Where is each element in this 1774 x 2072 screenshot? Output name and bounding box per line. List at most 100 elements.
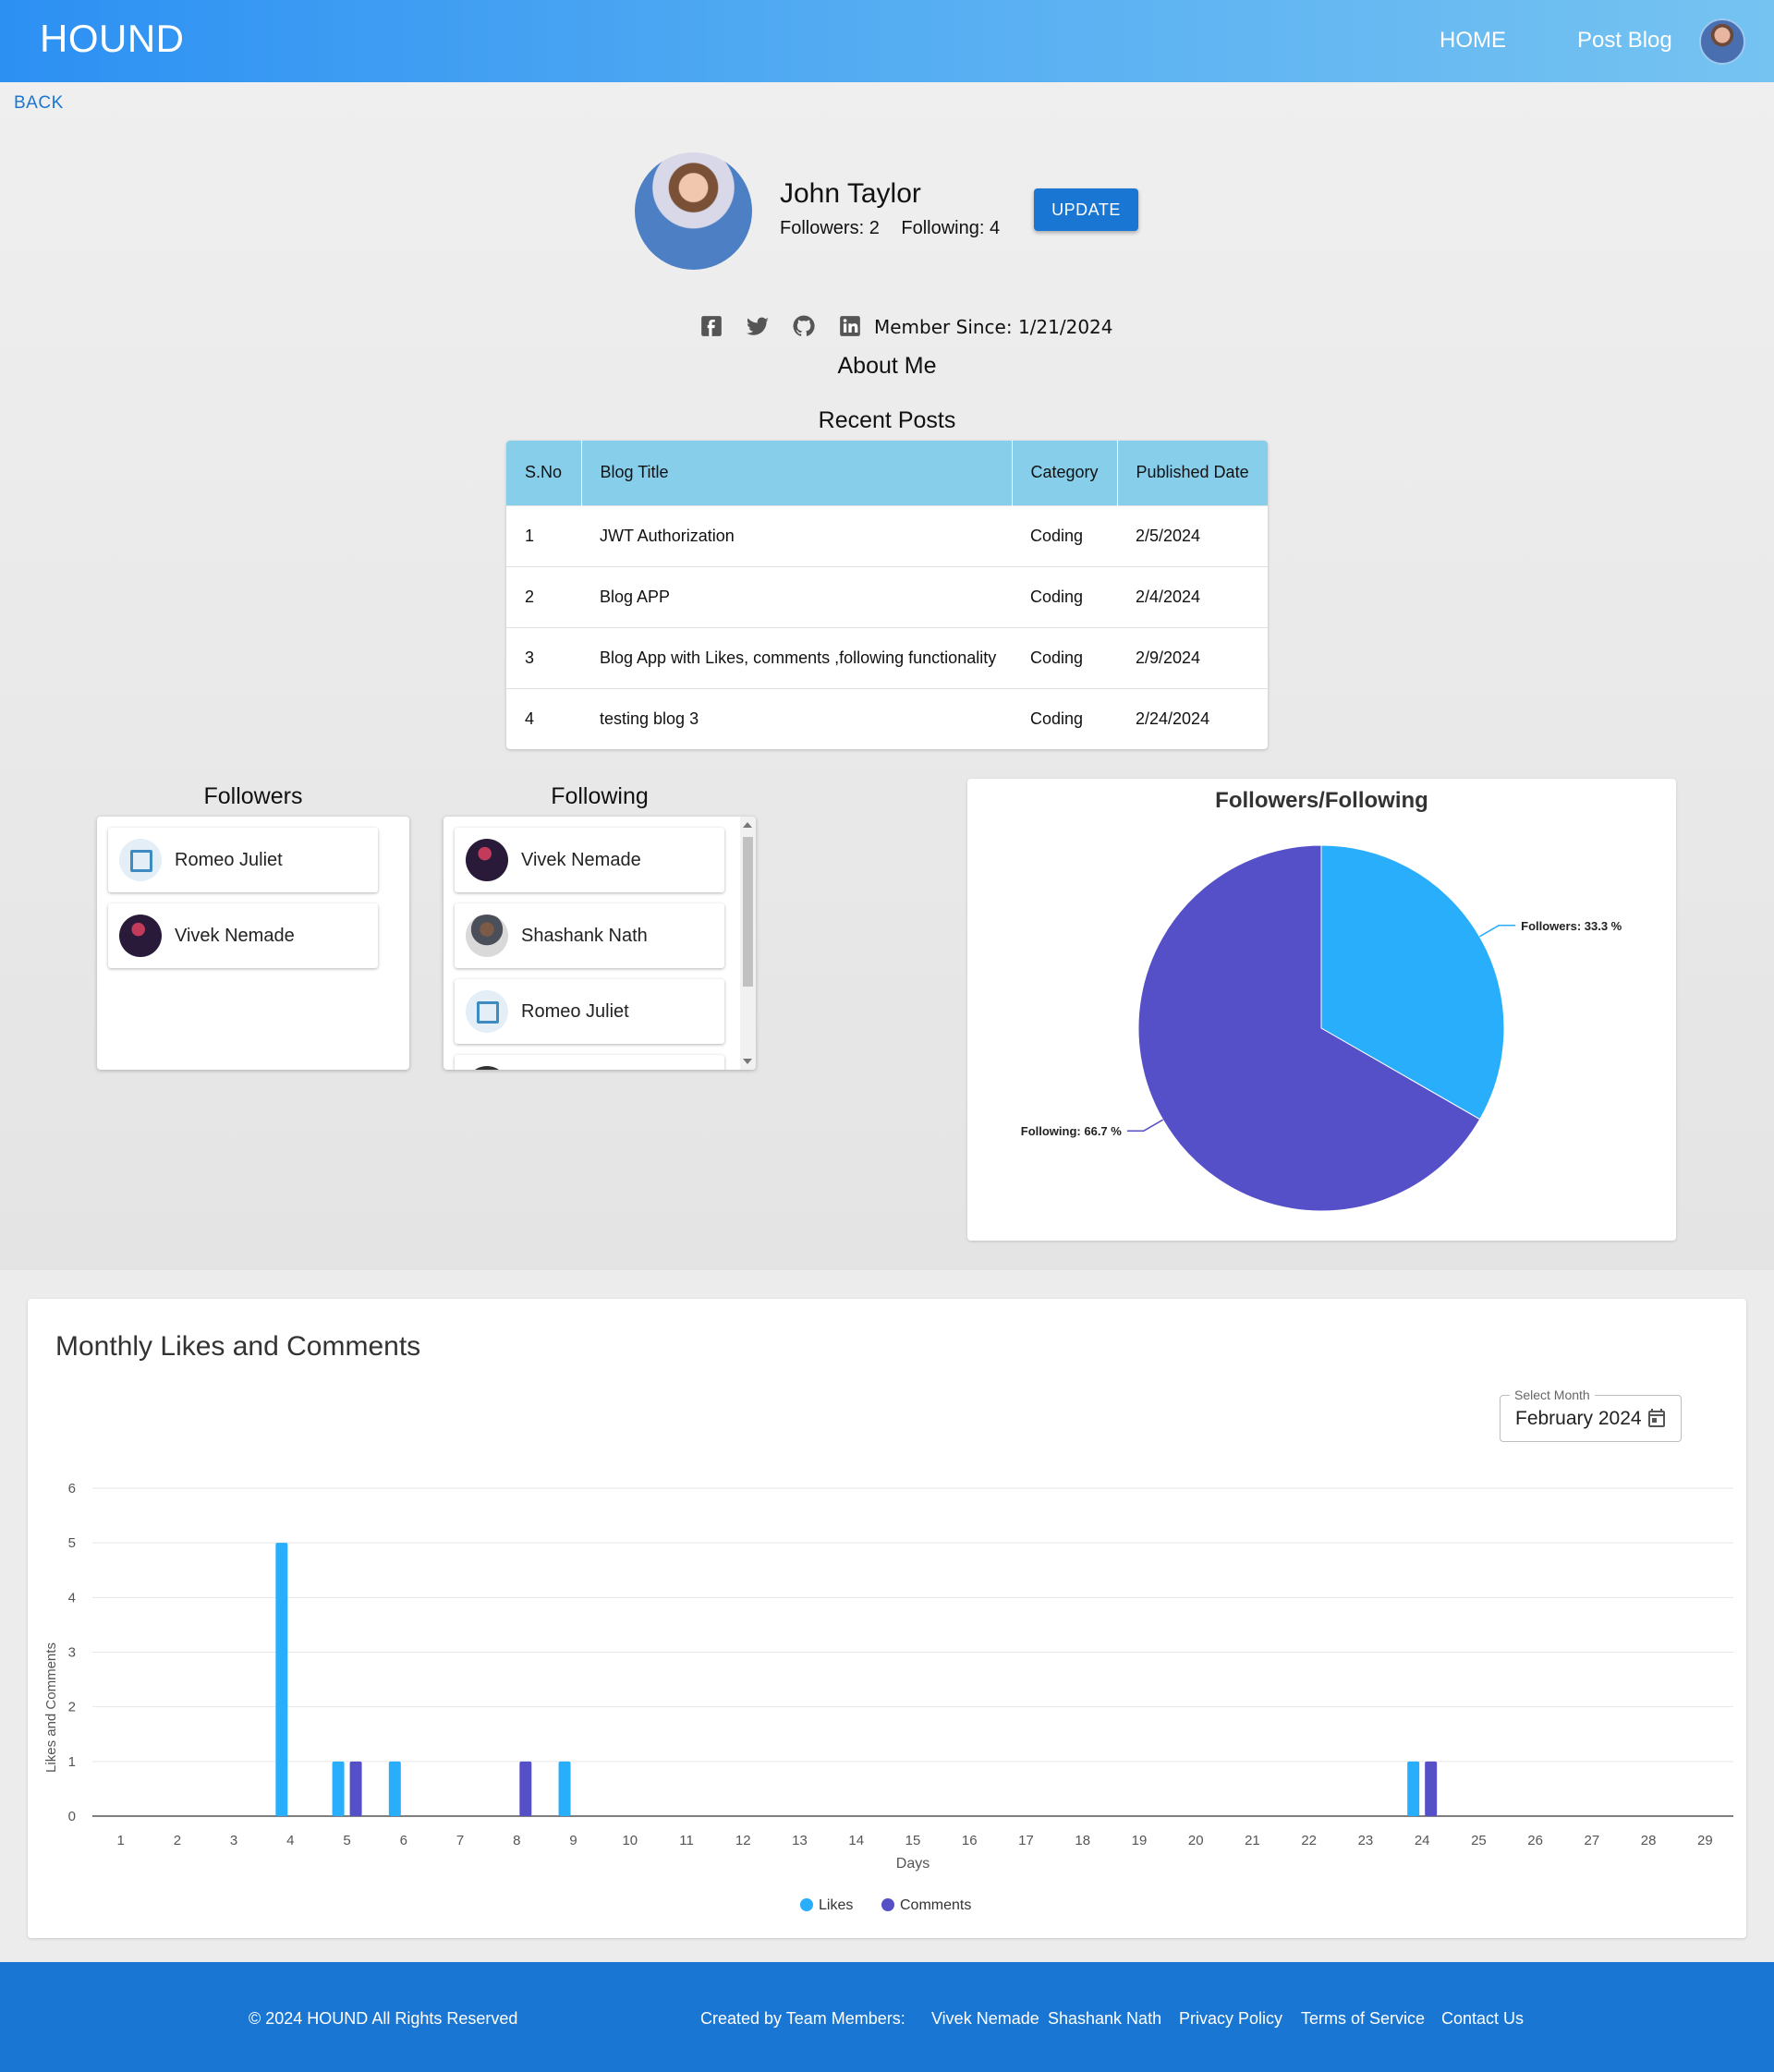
following-item-vivek-nemade[interactable]: Vivek Nemade (455, 828, 724, 892)
bar-comments-day-5[interactable] (349, 1761, 362, 1816)
cell-title[interactable]: Blog App with Likes, comments ,following… (581, 626, 1012, 688)
y-tick-label: 5 (68, 1535, 76, 1551)
followers-count: Followers: 2 (780, 218, 880, 238)
nav-home-link[interactable]: HOME (1440, 28, 1506, 53)
table-row[interactable]: 4 testing blog 3 Coding 2/24/2024 (506, 687, 1268, 749)
following-heading: Following (551, 783, 649, 809)
table-row[interactable]: 1 JWT Authorization Coding 2/5/2024 (506, 504, 1268, 566)
brand-logo[interactable]: HOUND (40, 17, 185, 60)
following-count: Following: 4 (901, 218, 1001, 238)
legend-label-likes[interactable]: Likes (819, 1897, 853, 1913)
following-name: Shashank Nath (521, 925, 648, 946)
x-tick-label: 12 (735, 1833, 751, 1848)
profile-avatar (635, 152, 752, 270)
footer-contact-link[interactable]: Contact Us (1441, 2009, 1525, 2028)
footer-member-vivek[interactable]: Vivek Nemade (931, 2009, 1039, 2028)
table-row[interactable]: 2 Blog APP Coding 2/4/2024 (506, 565, 1268, 627)
scroll-up-arrow-icon[interactable] (743, 822, 752, 828)
avatar (466, 990, 508, 1033)
back-button[interactable]: BACK (14, 93, 64, 113)
footer-created-by: Created by Team Members: (700, 2009, 905, 2028)
legend-marker-likes[interactable] (800, 1898, 813, 1911)
avatar (119, 915, 162, 957)
cell-category: Coding (1012, 504, 1117, 566)
footer-member-shashank[interactable]: Shashank Nath (1048, 2009, 1162, 2028)
column-header-sno: S.No (506, 441, 582, 505)
bar-likes-day-6[interactable] (388, 1761, 401, 1816)
follower-name: Vivek Nemade (175, 925, 295, 946)
x-tick-label: 25 (1471, 1833, 1487, 1848)
linkedin-icon[interactable] (838, 314, 862, 338)
twitter-icon[interactable] (746, 314, 770, 338)
bar-chart-title: Monthly Likes and Comments (55, 1331, 421, 1362)
cell-title[interactable]: testing blog 3 (581, 687, 1012, 749)
y-tick-label: 1 (68, 1754, 76, 1770)
select-month-value[interactable]: February 2024 (1515, 1408, 1642, 1429)
x-tick-label: 9 (569, 1833, 577, 1848)
table-header-row: S.No Blog Title Category Published Date (506, 441, 1268, 505)
following-name: Romeo Juliet (521, 1000, 629, 1022)
column-header-title: Blog Title (581, 441, 1013, 505)
x-tick-label: 21 (1245, 1833, 1260, 1848)
x-tick-label: 20 (1188, 1833, 1204, 1848)
select-month-field[interactable]: Select Month February 2024 (1500, 1387, 1682, 1442)
cell-category: Coding (1012, 687, 1117, 749)
pie-chart-title: Followers/Following (1215, 788, 1428, 813)
bar-comments-day-8[interactable] (519, 1761, 532, 1816)
pie-slice-1[interactable] (1137, 844, 1481, 1212)
footer-privacy-link[interactable]: Privacy Policy (1179, 2009, 1283, 2028)
bar-comments-day-24[interactable] (1425, 1761, 1438, 1816)
bar-likes-day-24[interactable] (1407, 1761, 1420, 1816)
scroll-down-arrow-icon[interactable] (743, 1059, 752, 1064)
cell-date: 2/24/2024 (1117, 687, 1268, 749)
bar-likes-day-5[interactable] (332, 1761, 345, 1816)
scroll-thumb[interactable] (743, 837, 753, 987)
profile-counts: Followers: 2 Following: 4 (780, 218, 1016, 239)
following-scrollbar[interactable] (740, 817, 756, 1070)
y-tick-label: 2 (68, 1700, 76, 1715)
avatar (466, 1066, 508, 1070)
following-item-shashank-nath[interactable]: Shashank Nath (455, 903, 724, 968)
avatar (466, 915, 508, 957)
x-tick-label: 10 (622, 1833, 638, 1848)
followers-heading: Followers (203, 783, 303, 809)
bar-likes-day-4[interactable] (275, 1543, 288, 1816)
bar-likes-day-9[interactable] (558, 1761, 571, 1816)
cell-sno: 3 (506, 626, 581, 688)
follower-item-romeo-juliet[interactable]: Romeo Juliet (108, 828, 378, 892)
table-row[interactable]: 3 Blog App with Likes, comments ,followi… (506, 626, 1268, 688)
y-tick-label: 4 (68, 1590, 76, 1605)
following-panel: Vivek Nemade Shashank Nath Romeo Juliet (444, 817, 756, 1070)
cell-sno: 1 (506, 504, 581, 566)
pie-label-leader-1 (1126, 1119, 1164, 1132)
x-tick-label: 11 (679, 1833, 694, 1848)
following-item-romeo-juliet[interactable]: Romeo Juliet (455, 979, 724, 1044)
x-tick-label: 18 (1075, 1833, 1090, 1848)
avatar (119, 839, 162, 881)
x-tick-label: 15 (905, 1833, 921, 1848)
column-header-category: Category (1012, 441, 1118, 505)
following-item-partial[interactable] (455, 1055, 724, 1070)
nav-post-blog-link[interactable]: Post Blog (1577, 28, 1672, 53)
calendar-icon[interactable] (1646, 1407, 1668, 1429)
footer-terms-link[interactable]: Terms of Service (1301, 2009, 1426, 2028)
x-tick-label: 16 (962, 1833, 978, 1848)
pie-label-leader-0 (1478, 925, 1516, 938)
legend-marker-comments[interactable] (881, 1898, 894, 1911)
cell-title[interactable]: Blog APP (581, 565, 1012, 627)
x-tick-label: 1 (116, 1833, 124, 1848)
x-tick-label: 6 (400, 1833, 407, 1848)
follower-item-vivek-nemade[interactable]: Vivek Nemade (108, 903, 378, 968)
x-tick-label: 7 (456, 1833, 464, 1848)
facebook-icon[interactable] (699, 314, 723, 338)
update-profile-button[interactable]: UPDATE (1034, 188, 1138, 231)
x-tick-label: 4 (286, 1833, 294, 1848)
header-user-avatar[interactable] (1699, 18, 1745, 65)
legend-label-comments[interactable]: Comments (900, 1897, 971, 1913)
recent-posts-heading: Recent Posts (818, 407, 956, 433)
x-tick-label: 19 (1132, 1833, 1148, 1848)
github-icon[interactable] (792, 314, 816, 338)
cell-title[interactable]: JWT Authorization (581, 504, 1012, 566)
following-name: Vivek Nemade (521, 849, 641, 870)
x-tick-label: 24 (1415, 1833, 1430, 1848)
